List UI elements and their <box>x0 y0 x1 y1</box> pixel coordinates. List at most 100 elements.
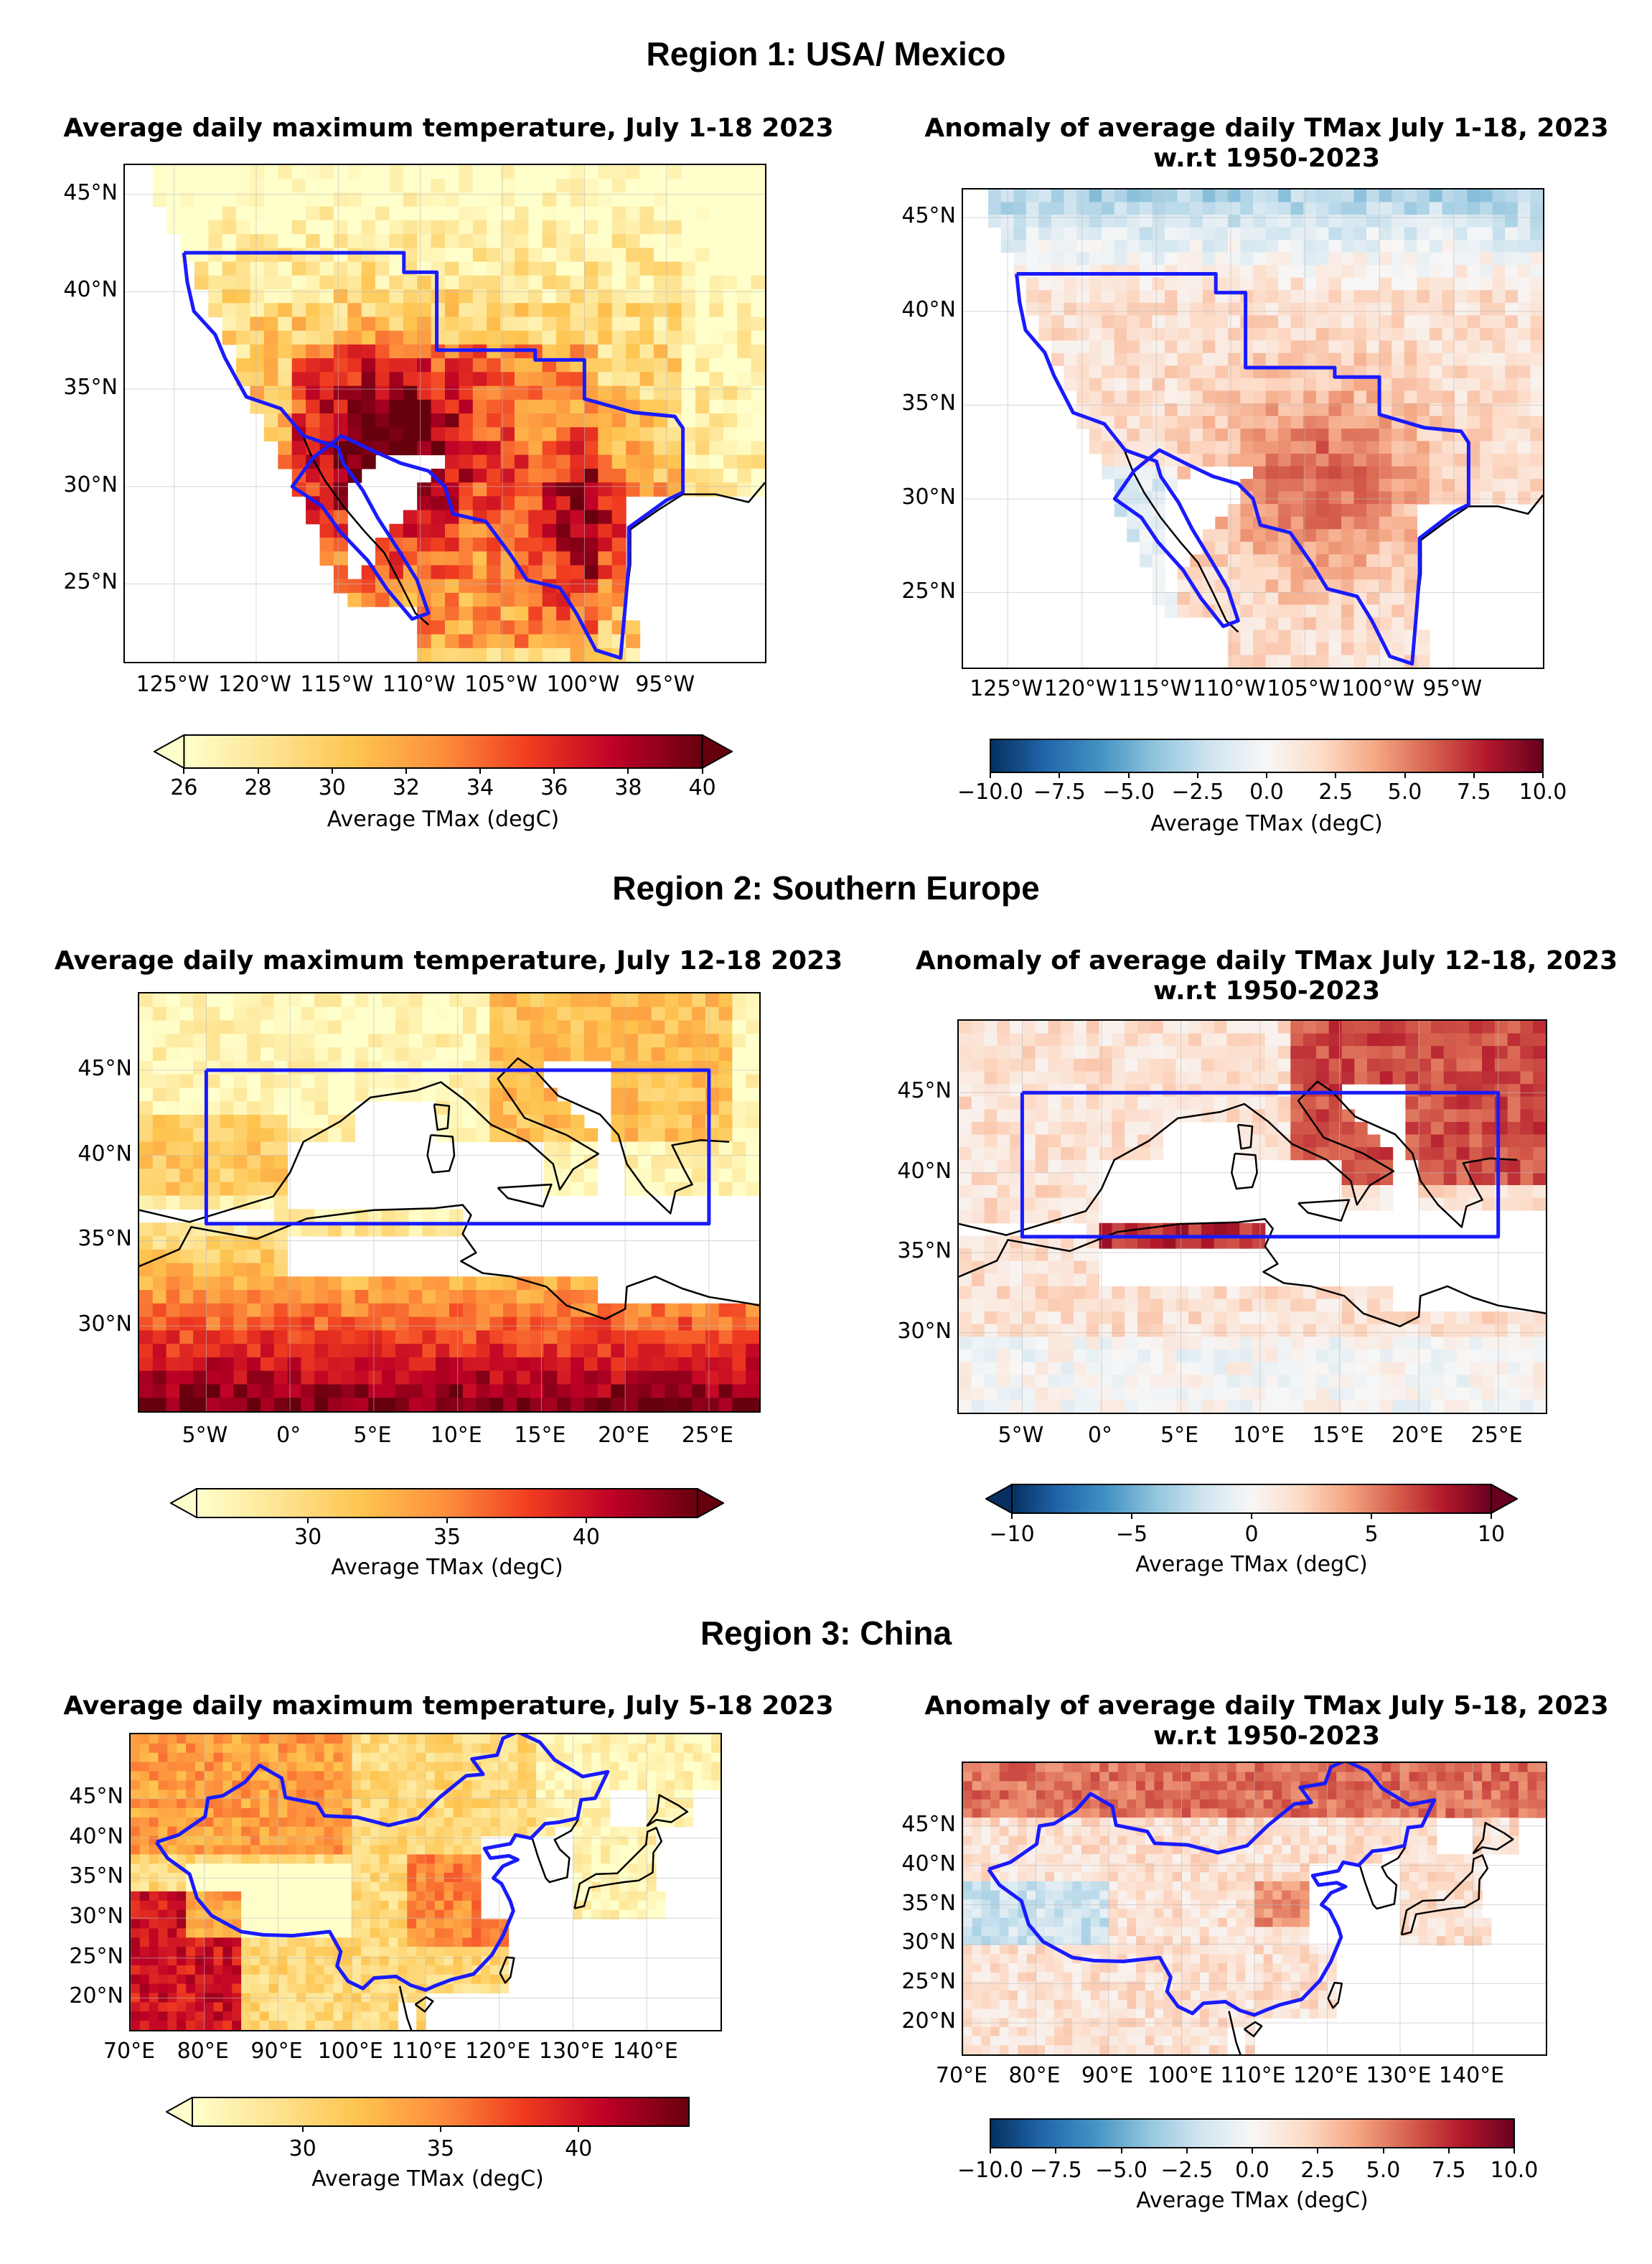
heatmap-cell <box>422 1344 436 1358</box>
heatmap-cell <box>1456 1109 1470 1123</box>
heatmap-cell <box>678 1020 693 1034</box>
heatmap-cell <box>417 289 432 304</box>
heatmap-cell <box>1533 1324 1546 1337</box>
heatmap-cell <box>261 1006 275 1021</box>
heatmap-cell <box>1405 1362 1419 1375</box>
heatmap-cell <box>1239 1121 1253 1136</box>
heatmap-cell <box>1076 252 1090 266</box>
heatmap-cell <box>301 1384 315 1398</box>
heatmap-cell <box>1139 403 1153 416</box>
heatmap-cell <box>751 358 765 373</box>
heatmap-cell <box>403 427 418 441</box>
heatmap-cell <box>984 1147 998 1161</box>
heatmap-cell <box>291 454 306 469</box>
heatmap-cell <box>247 1047 261 1062</box>
heatmap-cell <box>984 1273 998 1287</box>
heatmap-cell <box>287 1074 301 1088</box>
heatmap-cell <box>166 1222 180 1237</box>
heatmap-cell <box>177 2002 187 2012</box>
heatmap-cell <box>988 202 1002 215</box>
heatmap-cell <box>1048 1362 1061 1375</box>
heatmap-cell <box>1099 1387 1112 1400</box>
x-tick-label: 95°W <box>1422 676 1483 701</box>
heatmap-cell <box>1022 1286 1036 1300</box>
heatmap-cell <box>1112 1084 1125 1098</box>
heatmap-cell <box>1505 403 1519 416</box>
heatmap-cell <box>639 275 654 290</box>
heatmap-cell <box>1240 390 1254 404</box>
heatmap-cell <box>611 220 626 235</box>
heatmap-cell <box>1099 1134 1112 1148</box>
colorbar-tick-mark <box>585 1517 587 1523</box>
heatmap-cell <box>1114 252 1127 266</box>
heatmap-cell <box>1277 1311 1291 1325</box>
heatmap-cell <box>1074 1400 1087 1413</box>
heatmap-cell <box>382 1006 396 1021</box>
heatmap-cell <box>1099 1400 1112 1413</box>
heatmap-cell <box>723 372 738 387</box>
heatmap-cell <box>273 1141 288 1156</box>
heatmap-cell <box>449 1330 464 1344</box>
heatmap-cell <box>718 1316 733 1331</box>
heatmap-cell <box>361 454 376 469</box>
heatmap-cell <box>462 993 477 1008</box>
heatmap-cell <box>570 358 585 373</box>
heatmap-cell <box>1215 252 1229 266</box>
heatmap-cell <box>333 482 348 497</box>
heatmap-cell <box>263 192 278 207</box>
heatmap-cell <box>598 607 613 621</box>
heatmap-cell <box>462 1047 477 1062</box>
heatmap-cell <box>1315 1299 1330 1312</box>
heatmap-cell <box>638 1141 652 1156</box>
heatmap-cell <box>1264 1121 1279 1136</box>
heatmap-cell <box>556 427 571 441</box>
heatmap-cell <box>1315 466 1329 480</box>
heatmap-cell <box>583 468 599 483</box>
heatmap-cell <box>1443 1109 1458 1123</box>
heatmap-cell <box>462 1087 477 1102</box>
heatmap-cell <box>1188 1362 1202 1375</box>
heatmap-cell <box>328 1303 342 1318</box>
heatmap-cell <box>1076 277 1090 291</box>
heatmap-cell <box>1341 504 1355 518</box>
region-3-title: Region 3: China <box>700 1614 952 1652</box>
heatmap-cell <box>436 1006 450 1021</box>
heatmap-cell <box>314 1357 329 1372</box>
heatmap-cell <box>1061 1260 1074 1274</box>
heatmap-cell <box>287 1303 301 1318</box>
x-tick-label: 115°W <box>1118 676 1192 701</box>
colorbar-tick-mark <box>479 768 482 774</box>
heatmap-cell <box>459 454 474 469</box>
heatmap-cell <box>445 303 459 317</box>
heatmap-cell <box>131 1817 141 1828</box>
heatmap-cell <box>1455 340 1468 354</box>
heatmap-cell <box>500 248 515 263</box>
heatmap-cell <box>1137 1235 1151 1249</box>
heatmap-cell <box>665 1303 679 1318</box>
heatmap-cell <box>1139 466 1153 480</box>
heatmap-cell <box>1442 202 1455 215</box>
heatmap-cell <box>487 579 502 594</box>
heatmap-cell <box>653 289 668 304</box>
heatmap-cell <box>333 372 348 387</box>
heatmap-cell <box>247 1006 261 1021</box>
heatmap-cell <box>1366 390 1380 404</box>
heatmap-cell <box>1443 1046 1458 1060</box>
heatmap-cell <box>1533 1046 1546 1060</box>
heatmap-cell <box>570 275 585 290</box>
heatmap-cell <box>139 1799 150 1809</box>
heatmap-cell <box>193 1006 207 1021</box>
heatmap-cell <box>1366 516 1380 530</box>
heatmap-cell <box>528 454 543 469</box>
heatmap-cell <box>408 1006 423 1021</box>
heatmap-cell <box>1202 352 1216 366</box>
heatmap-cell <box>971 1337 985 1350</box>
heatmap-cell <box>1240 566 1254 580</box>
heatmap-cell <box>997 1058 1010 1072</box>
heatmap-cell <box>431 179 446 193</box>
heatmap-cell <box>598 275 613 290</box>
heatmap-cell <box>557 1344 571 1358</box>
heatmap-cell <box>1530 416 1543 429</box>
heatmap-cell <box>1391 215 1405 228</box>
heatmap-cell <box>1341 1375 1355 1388</box>
